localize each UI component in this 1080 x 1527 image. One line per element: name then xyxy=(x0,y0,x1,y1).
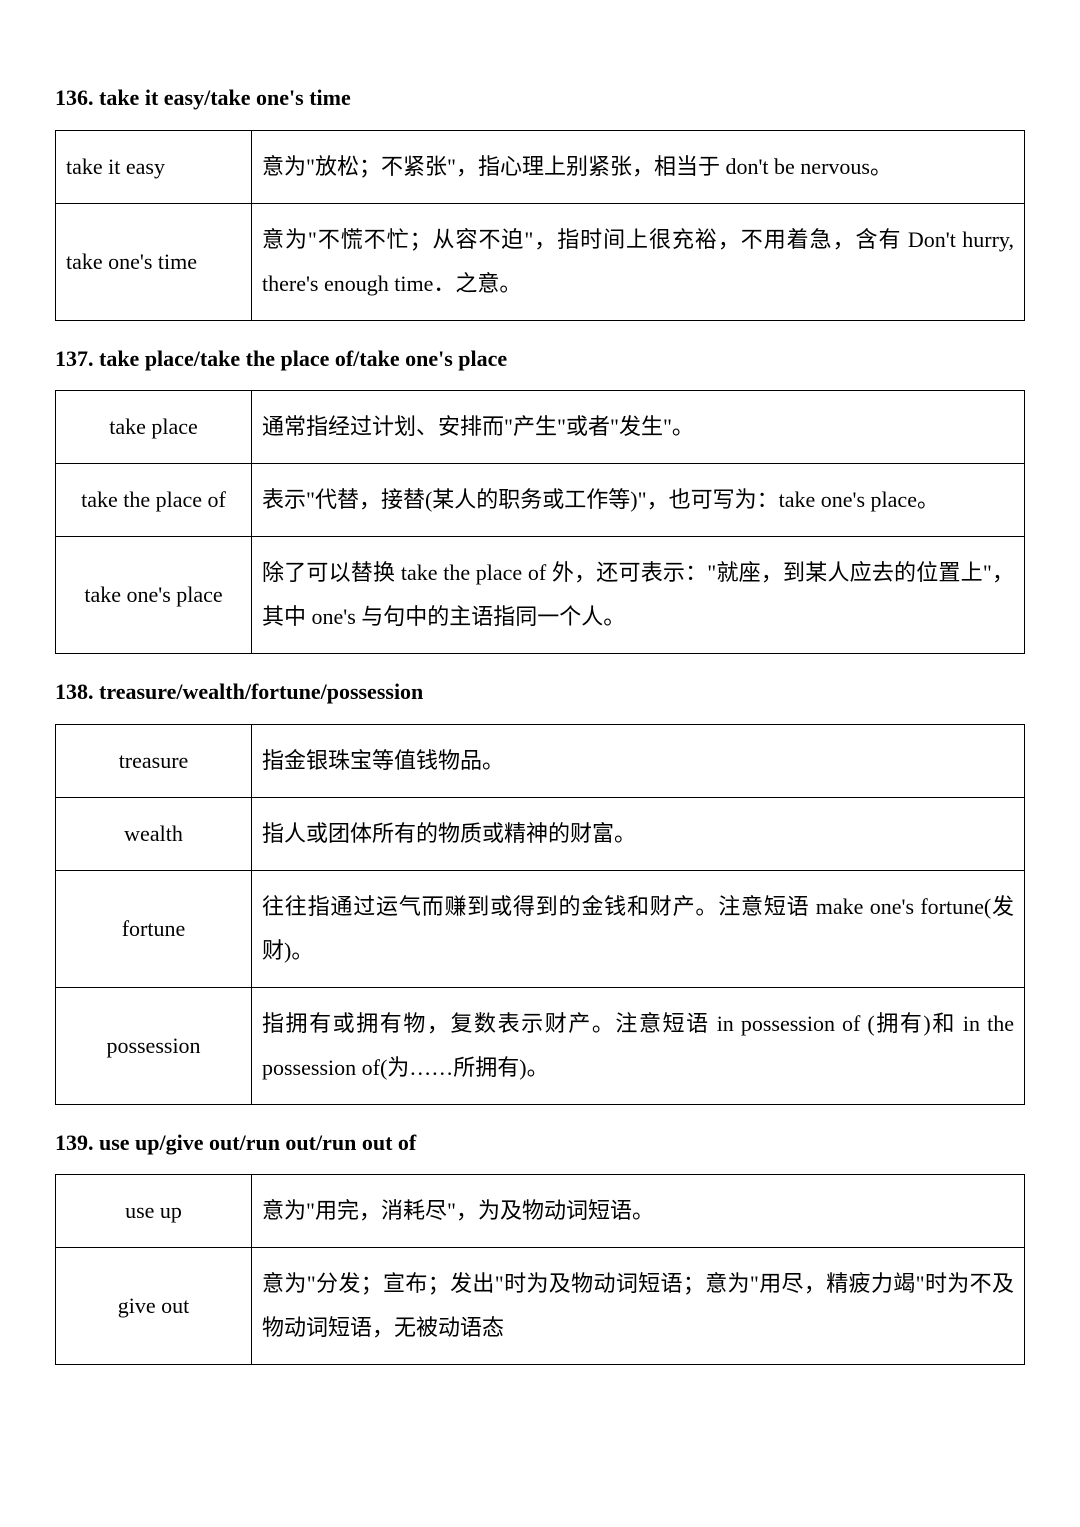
table-row: use up 意为"用完，消耗尽"，为及物动词短语。 xyxy=(56,1175,1025,1248)
term-cell: take the place of xyxy=(56,464,252,537)
table-137: take place 通常指经过计划、安排而"产生"或者"发生"。 take t… xyxy=(55,390,1025,654)
table-row: fortune 往往指通过运气而赚到或得到的金钱和财产。注意短语 make on… xyxy=(56,870,1025,987)
section-title-138: 138. treasure/wealth/fortune/possession xyxy=(55,672,1025,712)
table-row: take place 通常指经过计划、安排而"产生"或者"发生"。 xyxy=(56,391,1025,464)
definition-cell: 指人或团体所有的物质或精神的财富。 xyxy=(252,797,1025,870)
table-row: treasure 指金银珠宝等值钱物品。 xyxy=(56,724,1025,797)
section-title-139: 139. use up/give out/run out/run out of xyxy=(55,1123,1025,1163)
definition-cell: 通常指经过计划、安排而"产生"或者"发生"。 xyxy=(252,391,1025,464)
table-row: possession 指拥有或拥有物，复数表示财产。注意短语 in posses… xyxy=(56,987,1025,1104)
table-row: take one's time 意为"不慌不忙；从容不迫"，指时间上很充裕，不用… xyxy=(56,203,1025,320)
term-cell: wealth xyxy=(56,797,252,870)
table-row: take one's place 除了可以替换 take the place o… xyxy=(56,537,1025,654)
definition-cell: 指拥有或拥有物，复数表示财产。注意短语 in possession of (拥有… xyxy=(252,987,1025,1104)
table-row: wealth 指人或团体所有的物质或精神的财富。 xyxy=(56,797,1025,870)
section-number: 138. xyxy=(55,679,94,704)
definition-cell: 表示"代替，接替(某人的职务或工作等)"，也可写为：take one's pla… xyxy=(252,464,1025,537)
definition-cell: 意为"分发；宣布；发出"时为及物动词短语；意为"用尽，精疲力竭"时为不及物动词短… xyxy=(252,1248,1025,1365)
table-136: take it easy 意为"放松；不紧张"，指心理上别紧张，相当于 don'… xyxy=(55,130,1025,321)
section-number: 136. xyxy=(55,85,94,110)
definition-cell: 除了可以替换 take the place of 外，还可表示："就座，到某人应… xyxy=(252,537,1025,654)
definition-cell: 指金银珠宝等值钱物品。 xyxy=(252,724,1025,797)
definition-cell: 往往指通过运气而赚到或得到的金钱和财产。注意短语 make one's fort… xyxy=(252,870,1025,987)
term-cell: fortune xyxy=(56,870,252,987)
term-cell: possession xyxy=(56,987,252,1104)
term-cell: take one's place xyxy=(56,537,252,654)
definition-cell: 意为"不慌不忙；从容不迫"，指时间上很充裕，不用着急，含有 Don't hurr… xyxy=(252,203,1025,320)
section-title-136: 136. take it easy/take one's time xyxy=(55,78,1025,118)
term-cell: take it easy xyxy=(56,130,252,203)
section-number: 137. xyxy=(55,346,94,371)
table-138: treasure 指金银珠宝等值钱物品。 wealth 指人或团体所有的物质或精… xyxy=(55,724,1025,1105)
section-heading: take place/take the place of/take one's … xyxy=(99,346,507,371)
table-row: give out 意为"分发；宣布；发出"时为及物动词短语；意为"用尽，精疲力竭… xyxy=(56,1248,1025,1365)
term-cell: take place xyxy=(56,391,252,464)
term-cell: treasure xyxy=(56,724,252,797)
section-number: 139. xyxy=(55,1130,94,1155)
section-title-137: 137. take place/take the place of/take o… xyxy=(55,339,1025,379)
definition-cell: 意为"用完，消耗尽"，为及物动词短语。 xyxy=(252,1175,1025,1248)
section-heading: treasure/wealth/fortune/possession xyxy=(99,679,423,704)
term-cell: give out xyxy=(56,1248,252,1365)
table-row: take the place of 表示"代替，接替(某人的职务或工作等)"，也… xyxy=(56,464,1025,537)
table-139: use up 意为"用完，消耗尽"，为及物动词短语。 give out 意为"分… xyxy=(55,1174,1025,1365)
section-heading: take it easy/take one's time xyxy=(99,85,351,110)
term-cell: use up xyxy=(56,1175,252,1248)
definition-cell: 意为"放松；不紧张"，指心理上别紧张，相当于 don't be nervous。 xyxy=(252,130,1025,203)
table-row: take it easy 意为"放松；不紧张"，指心理上别紧张，相当于 don'… xyxy=(56,130,1025,203)
section-heading: use up/give out/run out/run out of xyxy=(99,1130,416,1155)
term-cell: take one's time xyxy=(56,203,252,320)
